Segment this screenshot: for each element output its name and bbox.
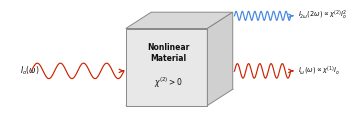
Polygon shape: [207, 12, 233, 106]
Polygon shape: [126, 28, 207, 106]
Text: $I_{\omega}(\omega) \propto \chi^{(1)}I_o$: $I_{\omega}(\omega) \propto \chi^{(1)}I_…: [298, 65, 339, 77]
Text: $I_{2\omega}(2\omega) \propto \chi^{(2)}I_o^2$: $I_{2\omega}(2\omega) \propto \chi^{(2)}…: [298, 9, 347, 22]
Polygon shape: [126, 12, 233, 28]
Text: $I_o(\omega)$: $I_o(\omega)$: [20, 65, 39, 77]
Text: $\chi^{(2)} > 0$: $\chi^{(2)} > 0$: [154, 75, 183, 90]
Text: Nonlinear
Material: Nonlinear Material: [147, 43, 190, 63]
